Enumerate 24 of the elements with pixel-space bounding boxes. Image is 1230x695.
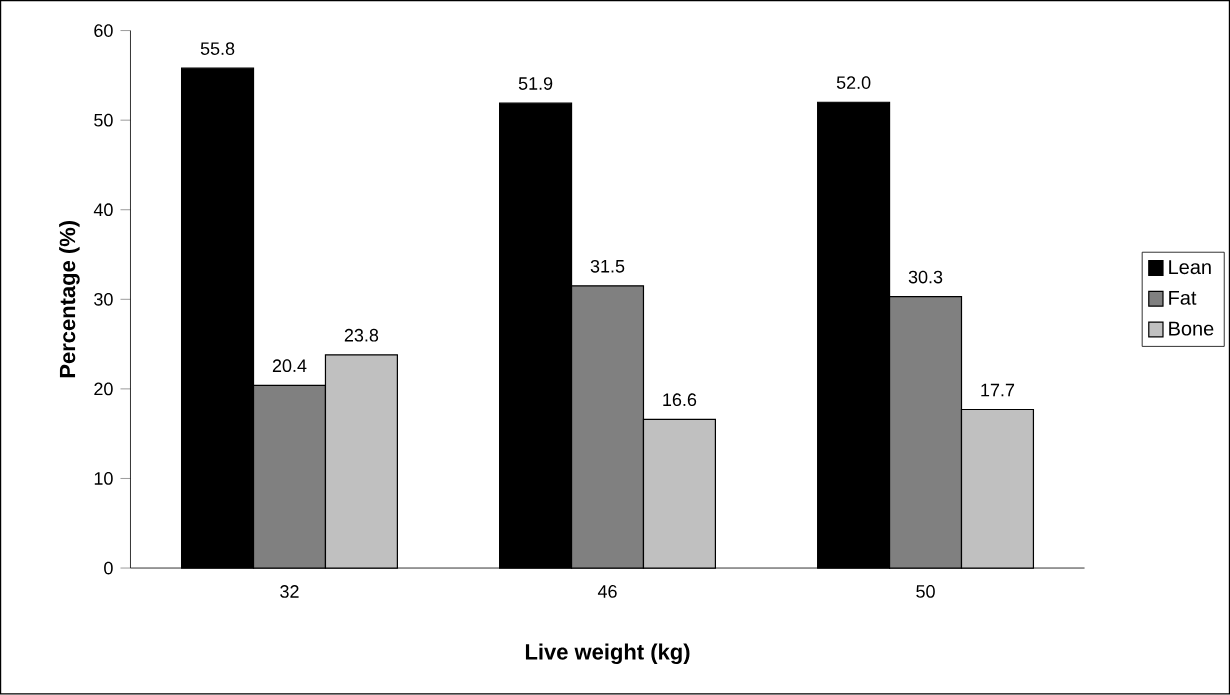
legend-label: Bone bbox=[1169, 321, 1214, 336]
data-label: 51.9 bbox=[518, 77, 553, 91]
data-label: 31.5 bbox=[590, 260, 625, 273]
y-tick-label: 30 bbox=[94, 293, 113, 306]
data-label: 52.0 bbox=[836, 76, 871, 90]
x-axis-title: Live weight (kg) bbox=[525, 643, 690, 665]
x-tick-label: 32 bbox=[280, 585, 299, 599]
y-tick-label: 10 bbox=[94, 472, 113, 486]
y-tick-label: 40 bbox=[93, 203, 113, 217]
x-tick-label: 46 bbox=[597, 585, 617, 599]
data-label: 30.3 bbox=[908, 270, 943, 284]
y-tick-label: 0 bbox=[104, 561, 113, 575]
data-label: 17.7 bbox=[981, 384, 1015, 397]
y-tick-label: 60 bbox=[94, 24, 113, 38]
legend-label: Lean bbox=[1169, 260, 1211, 275]
x-tick-label: 50 bbox=[916, 585, 935, 599]
y-tick-label: 20 bbox=[94, 382, 113, 396]
y-axis-title: Percentage (%) bbox=[59, 221, 80, 378]
y-tick-label: 50 bbox=[94, 114, 113, 127]
data-label: 55.8 bbox=[200, 42, 235, 56]
data-label: 23.8 bbox=[344, 329, 379, 342]
legend-label: Fat bbox=[1169, 291, 1197, 306]
data-label: 16.6 bbox=[663, 393, 697, 407]
data-label: 20.4 bbox=[272, 359, 307, 373]
